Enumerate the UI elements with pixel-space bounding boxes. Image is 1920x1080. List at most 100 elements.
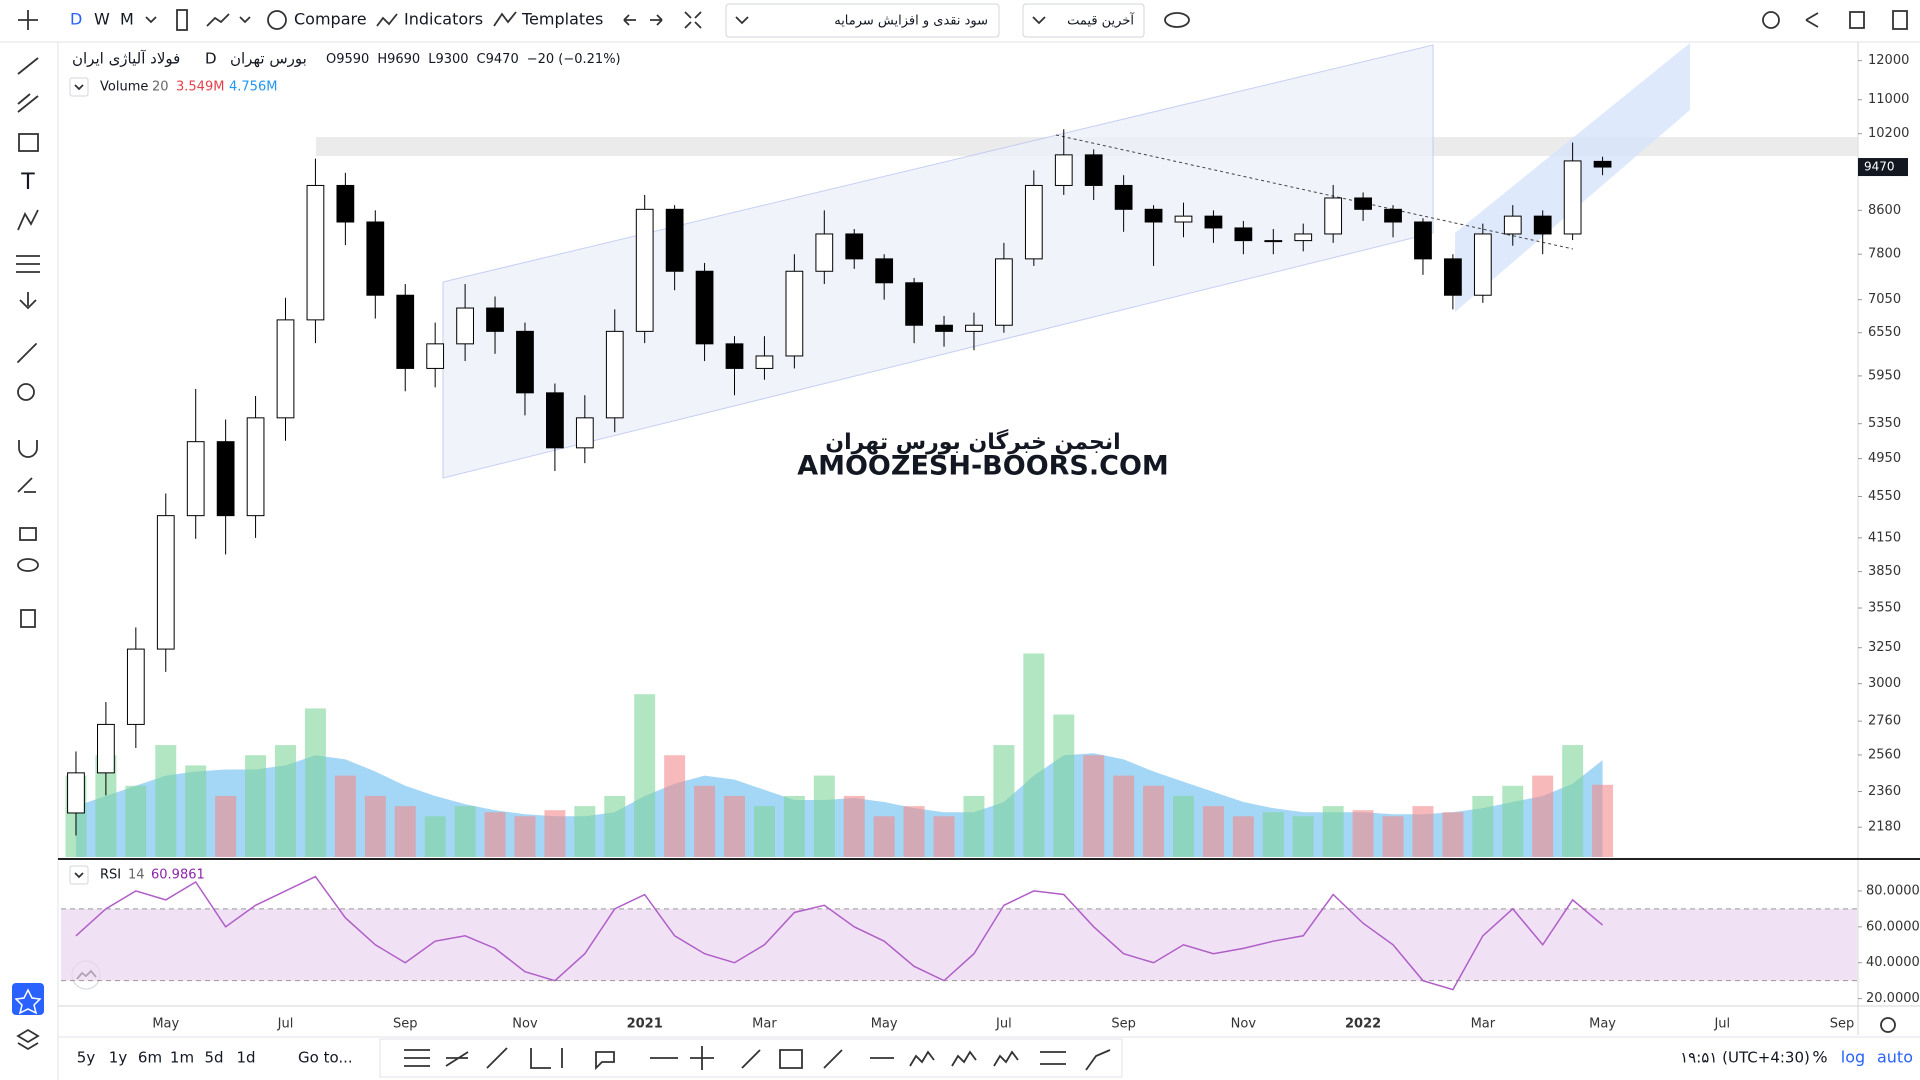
candle-body [486,307,504,332]
hide-tool[interactable] [17,558,39,572]
measure-tool[interactable] [17,343,37,363]
range-button[interactable]: 5y [77,1049,96,1067]
ohlc-value: 9590 [336,52,369,67]
share-icon[interactable] [1805,12,1819,28]
forecast-tool[interactable] [16,255,40,273]
y-tick-label: 7050 [1868,292,1901,307]
volume-bar [843,795,865,857]
fullscreen-icon[interactable] [684,11,702,29]
last-price-box [1858,158,1908,177]
y-tick-label: 20.0000 [1866,991,1920,1006]
text-tool[interactable]: T [20,170,35,195]
dropdown-icon[interactable] [145,16,157,24]
candle-body [605,330,624,419]
y-tick-label: 4950 [1868,451,1901,466]
interval[interactable]: W [94,10,110,29]
fib-tool[interactable] [17,93,39,113]
button[interactable]: Compare [294,10,367,29]
arrow-tool[interactable] [19,292,37,310]
y-tick-label: 40.0000 [1866,955,1920,970]
button[interactable]: Templates [521,10,603,29]
settings-icon[interactable] [1762,11,1780,29]
dropdown-icon[interactable] [239,16,251,24]
magnet-tool[interactable] [18,440,38,458]
scale-button[interactable]: log [1841,1048,1865,1067]
volume-bar [304,708,326,857]
drawing-tool-icons[interactable] [404,1046,1111,1071]
volume-bar [1053,714,1075,857]
x-tick-label: 2021 [627,1017,663,1032]
candle-body [905,282,923,326]
range-button[interactable]: 1d [236,1049,255,1067]
volume-bar [424,816,446,857]
candle-body [995,258,1013,326]
candle-body [186,441,205,517]
dropdown[interactable] [1022,3,1145,38]
button[interactable]: Indicators [404,10,483,29]
compare-icon[interactable] [267,10,287,30]
volume-bar [933,816,955,857]
snapshot-icon[interactable] [1849,11,1865,29]
candle-body [1384,208,1402,223]
candle-body [1473,233,1492,296]
x-tick-label: May [152,1017,179,1032]
interval[interactable]: M [120,10,134,29]
range-button[interactable]: 6m [138,1049,162,1067]
volume-bar [873,816,895,857]
shape-tool[interactable] [18,133,39,152]
indicator-length: 14 [128,868,145,883]
volume-bar [185,765,207,857]
volume-bar [783,795,805,857]
dropdown[interactable] [725,3,1000,38]
candle-body [1234,227,1253,242]
y-tick-label: 5350 [1868,416,1901,431]
range-button[interactable]: 5d [204,1049,223,1067]
volume-bar [245,755,267,857]
volume-bar [1173,795,1194,857]
y-tick-label: 60.0000 [1866,919,1920,934]
delete-icon[interactable] [1892,10,1908,30]
volume-bar [544,810,566,857]
ohlc-value: 9470 [486,52,519,67]
eye-icon[interactable] [1164,12,1190,28]
watermark: انجمن خبرگان بورس تهران [825,428,1120,455]
indicator-name: RSI [100,868,121,883]
candle-body [67,772,85,814]
candle-icon[interactable] [176,9,188,31]
zoom-tool[interactable] [17,383,35,401]
axis-settings[interactable] [1880,1017,1896,1033]
interval[interactable]: D [70,10,82,29]
trend-line-tool[interactable] [17,57,39,75]
scale-button[interactable]: auto [1877,1048,1913,1067]
range-button[interactable]: 1y [109,1049,128,1067]
volume-bar [634,694,656,857]
line-icon[interactable] [206,13,230,27]
undo-icon[interactable] [623,14,636,26]
ohlc-key: H [377,52,387,67]
volume-bar [215,795,237,857]
remove-tool[interactable] [20,609,36,628]
scale-button[interactable]: % [1812,1048,1827,1067]
y-tick-label: 4150 [1868,530,1901,545]
candle-body [665,208,684,272]
favorites-button[interactable] [12,983,44,1015]
candle-body [575,417,594,449]
redo-icon[interactable] [650,14,663,26]
candle-body [815,233,834,272]
layers-icon[interactable] [16,1028,40,1051]
goto-button[interactable]: Go to... [298,1049,353,1067]
pattern-tool[interactable] [17,209,39,231]
volume-bar [275,745,296,857]
drawing-mode-tool[interactable] [17,477,36,493]
x-tick-label: Jul [1713,1017,1730,1032]
range-button[interactable]: 1m [170,1049,194,1067]
collapse-button[interactable] [69,77,89,97]
collapse-button[interactable] [69,865,89,885]
indicators-icon[interactable] [376,13,398,27]
volume-bar [1292,816,1314,857]
templates-icon[interactable] [493,11,517,27]
candle-body [845,233,864,260]
candle-body [635,208,654,332]
lock-tool[interactable] [19,527,37,541]
